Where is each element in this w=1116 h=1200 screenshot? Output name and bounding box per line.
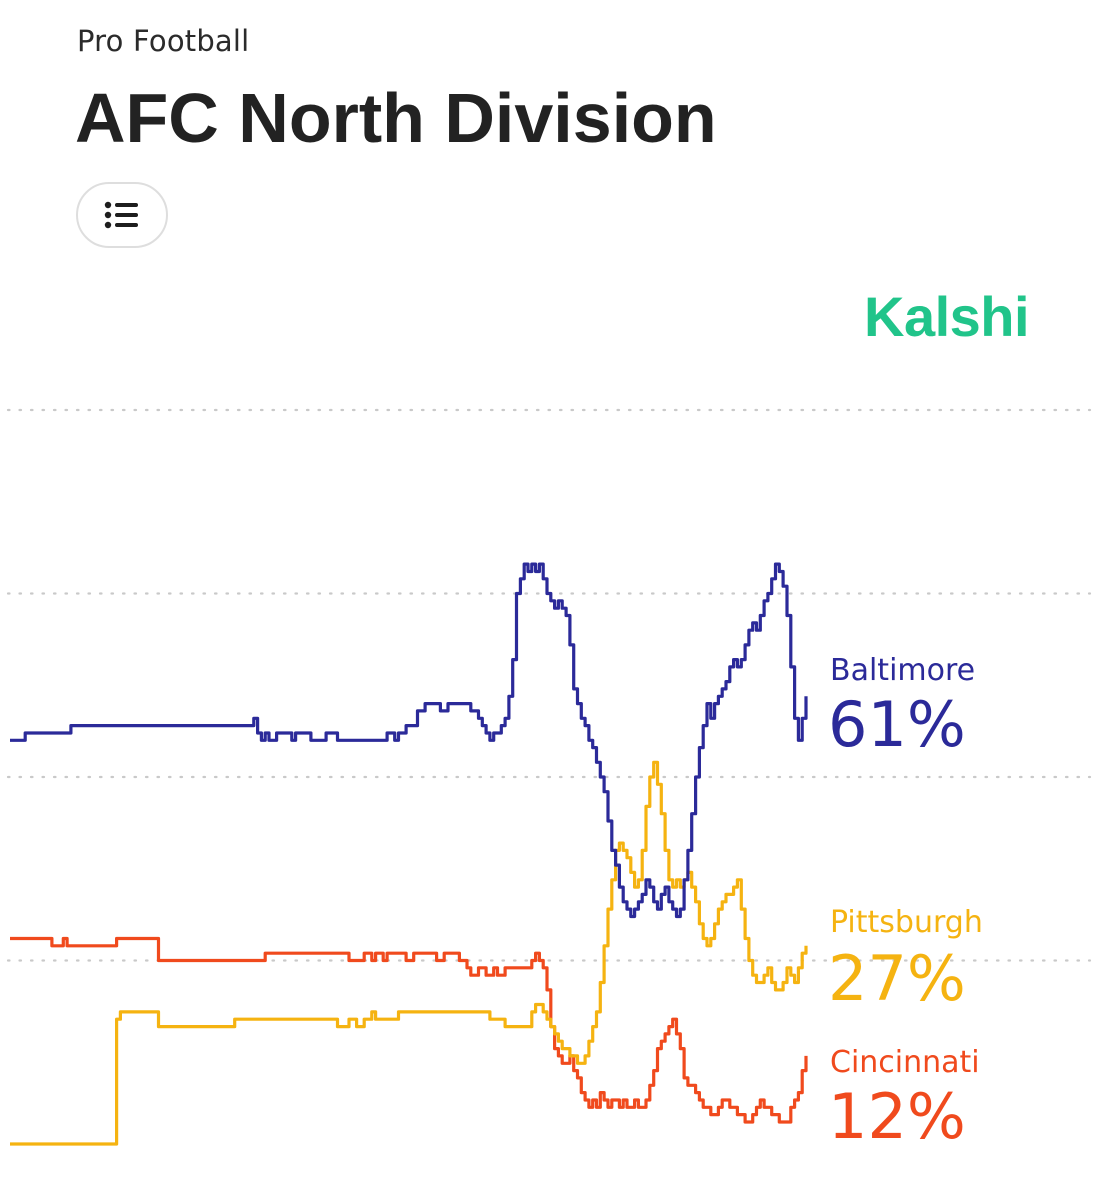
series-line-baltimore [10, 562, 808, 919]
brand-logo: Kalshi [864, 285, 1030, 348]
category-label: Pro Football [77, 24, 250, 58]
series-value-baltimore: 61% [828, 688, 966, 761]
series-name-baltimore: Baltimore [830, 653, 975, 688]
series-value-cincinnati: 12% [828, 1080, 966, 1153]
series-lines [10, 562, 808, 1146]
series-value-pittsburgh: 27% [828, 942, 966, 1015]
series-name-pittsburgh: Pittsburgh [830, 905, 983, 940]
series-name-cincinnati: Cincinnati [830, 1045, 980, 1080]
page-title: AFC North Division [75, 79, 717, 157]
list-bullets-icon [104, 201, 138, 229]
list-view-button[interactable] [76, 182, 168, 248]
series-line-pittsburgh [10, 760, 808, 1146]
series-line-cincinnati [10, 936, 808, 1124]
